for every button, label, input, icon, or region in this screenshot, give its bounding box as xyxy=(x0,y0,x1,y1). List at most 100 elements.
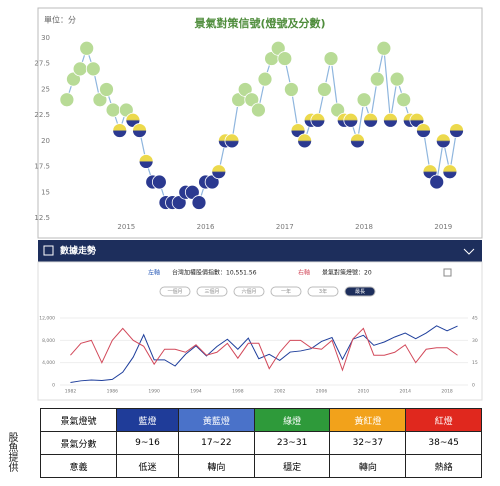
table-cell: 9~16 xyxy=(116,431,179,455)
chart-title: 景氣對策信號(燈號及分數) xyxy=(193,16,325,30)
range-button-label: 六個月 xyxy=(241,288,256,295)
y-tick-label: 12.5 xyxy=(34,214,50,222)
table-cell: 轉向 xyxy=(329,454,407,478)
unit-label: 單位：分 xyxy=(44,15,76,25)
x-tick-label: 2006 xyxy=(316,389,328,395)
range-button-label: 一年 xyxy=(281,288,291,295)
signal-light xyxy=(105,102,121,118)
y-tick-label: 15 xyxy=(41,188,50,196)
range-button-label: 一個月 xyxy=(167,288,182,295)
table-row: 景氣分數 9~16 17~22 23~31 32~37 38~45 xyxy=(40,431,482,455)
signal-light xyxy=(99,82,114,97)
signal-light xyxy=(125,112,141,128)
signal-light xyxy=(251,102,266,118)
y-tick-label: 30 xyxy=(41,34,50,42)
range-button[interactable] xyxy=(344,286,376,297)
signal-light xyxy=(435,133,451,149)
y-tick-label: 25 xyxy=(41,85,50,93)
data-line xyxy=(70,327,458,372)
signal-light xyxy=(204,174,220,190)
signal-light xyxy=(317,82,332,97)
signal-light xyxy=(383,112,398,128)
signal-light xyxy=(389,71,405,87)
signal-light xyxy=(310,112,326,128)
y2-tick-label: 15 xyxy=(472,360,478,366)
panel-header xyxy=(38,240,482,262)
table-cell: 32~37 xyxy=(329,431,407,455)
signal-light xyxy=(277,51,293,66)
table-row: 意義 低迷 轉向 穩定 轉向 熱絡 xyxy=(40,454,482,478)
signal-light xyxy=(211,164,227,180)
table-cell: 紅燈 xyxy=(405,408,482,432)
signal-light xyxy=(416,123,431,138)
range-button[interactable] xyxy=(270,286,302,297)
table-cell: 景氣燈號 xyxy=(40,408,117,432)
table-cell: 藍燈 xyxy=(116,408,179,432)
signal-light xyxy=(191,195,207,210)
signal-light xyxy=(369,71,385,87)
y-tick-label: 17.5 xyxy=(34,163,50,171)
range-button[interactable] xyxy=(233,286,265,297)
y-tick-label: 8,000 xyxy=(42,338,55,344)
signal-light xyxy=(350,133,365,149)
signal-light xyxy=(244,92,260,108)
export-icon[interactable] xyxy=(443,268,452,277)
table-cell: 景氣分數 xyxy=(40,431,117,455)
table-cell: 綠燈 xyxy=(253,408,331,432)
left-axis-text: 台灣加權股價指數：10,551.56 xyxy=(172,269,257,277)
signal-light xyxy=(283,82,299,97)
signal-light xyxy=(59,92,75,108)
signal-light xyxy=(429,174,445,190)
signal-light xyxy=(224,133,240,149)
range-button[interactable] xyxy=(196,286,228,297)
table-cell: 穩定 xyxy=(253,454,331,478)
signal-light xyxy=(323,51,339,66)
y-tick-label: 22.5 xyxy=(34,111,50,119)
right-axis-text: 景氣對策燈號：20 xyxy=(322,269,372,277)
x-tick-label: 2014 xyxy=(400,389,412,395)
signal-table: 景氣燈號 藍燈 黃藍燈 綠燈 黃紅燈 紅燈 景氣分數 9~16 17~22 23~31 32~37 3… xyxy=(40,408,482,478)
y-tick-label: 27.5 xyxy=(34,60,50,68)
range-button[interactable] xyxy=(159,286,191,297)
range-button-label: 三個月 xyxy=(204,288,219,295)
collapse-icon[interactable] xyxy=(463,248,475,255)
signal-light xyxy=(72,61,88,77)
right-axis-tag: 右軸 xyxy=(298,269,310,277)
y-tick-label: 0 xyxy=(52,383,55,389)
signal-light xyxy=(396,92,412,108)
signal-light xyxy=(112,123,128,138)
left-axis-tag: 左軸 xyxy=(148,269,160,277)
panel-body xyxy=(37,261,483,401)
y-tick-label: 4,000 xyxy=(42,360,55,366)
y2-tick-label: 0 xyxy=(472,383,475,389)
x-tick-label: 2018 xyxy=(441,389,453,395)
x-tick-label: 2019 xyxy=(434,223,452,231)
table-cell: 23~31 xyxy=(253,431,331,455)
signal-light xyxy=(184,184,200,200)
range-button[interactable] xyxy=(307,286,339,297)
signal-light xyxy=(79,40,95,56)
x-tick-label: 1998 xyxy=(232,389,244,395)
x-tick-label: 2016 xyxy=(197,223,215,231)
signal-light xyxy=(138,154,154,169)
signal-light xyxy=(449,123,464,138)
header-icon xyxy=(43,245,54,256)
signal-light xyxy=(66,71,81,87)
signal-light xyxy=(297,133,313,149)
y-tick-label: 12,000 xyxy=(39,316,55,322)
table-cell: 低迷 xyxy=(116,454,179,478)
x-tick-label: 1986 xyxy=(107,389,119,395)
signal-light xyxy=(151,174,167,190)
signal-light xyxy=(356,92,372,108)
signal-light xyxy=(376,40,392,56)
y-tick-label: 20 xyxy=(41,137,50,145)
table-cell: 38~45 xyxy=(405,431,482,455)
table-cell: 17~22 xyxy=(177,431,255,455)
table-cell: 熱絡 xyxy=(405,454,482,478)
table-cell: 意義 xyxy=(40,454,117,478)
signal-light xyxy=(132,123,147,138)
x-tick-label: 2017 xyxy=(276,223,294,231)
x-tick-label: 1982 xyxy=(65,389,77,395)
signal-light xyxy=(85,61,101,77)
